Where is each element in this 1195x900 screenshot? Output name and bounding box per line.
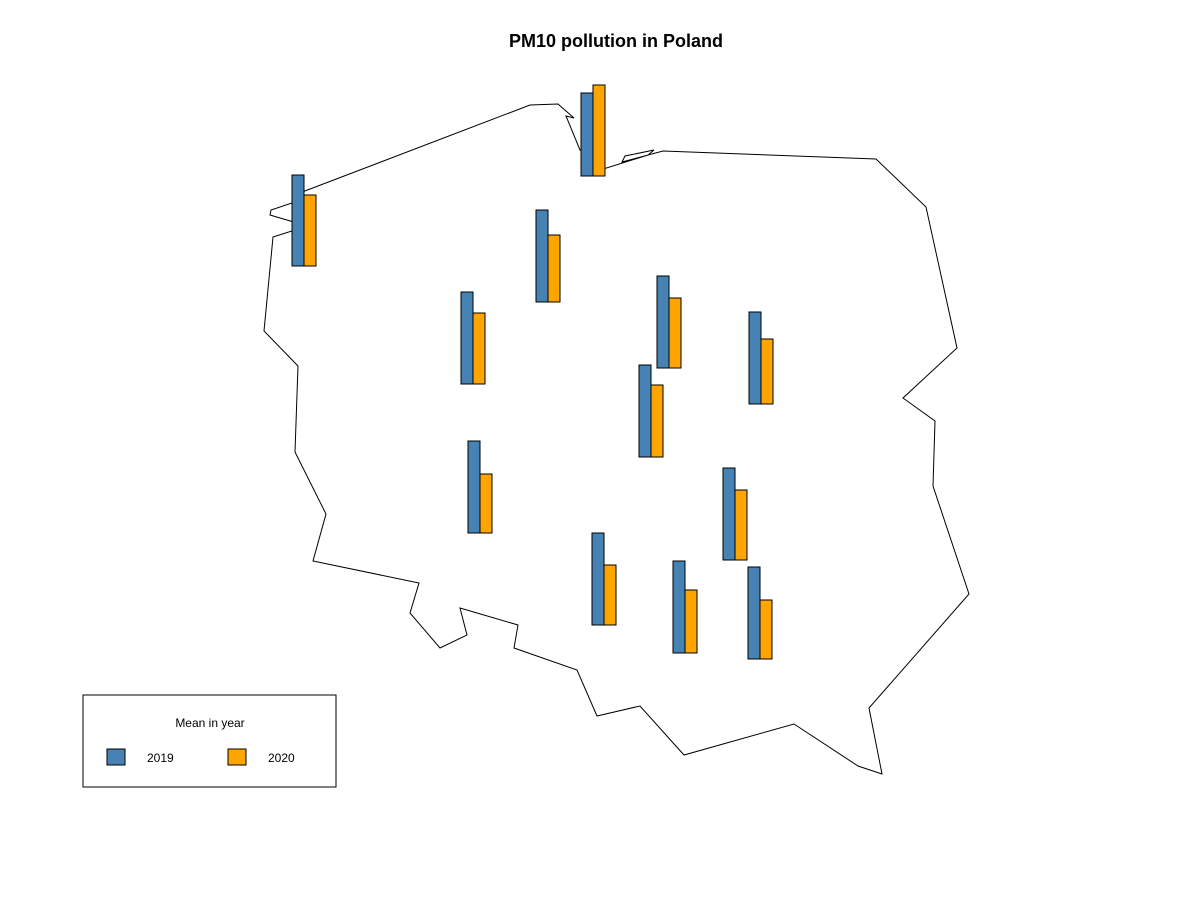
legend-label-2020: 2020	[268, 751, 295, 765]
legend-title: Mean in year	[175, 716, 244, 730]
legend: Mean in year 2019 2020	[82, 694, 337, 788]
bar-2020	[684, 589, 698, 654]
bar-group	[722, 467, 748, 561]
bar-2019	[638, 364, 652, 458]
bar-group	[291, 174, 317, 267]
legend-label-2019: 2019	[147, 751, 174, 765]
bar-group	[672, 560, 698, 654]
bar-group	[591, 532, 617, 626]
poland-outline	[263, 103, 970, 775]
legend-swatch-2020	[227, 748, 247, 766]
bar-2020	[668, 297, 682, 369]
bar-2019	[467, 440, 481, 534]
bar-2020	[303, 194, 317, 267]
bar-2020	[479, 473, 493, 534]
bar-2019	[460, 291, 474, 385]
bar-2019	[672, 560, 686, 654]
bar-2020	[759, 599, 773, 660]
bar-2019	[291, 174, 305, 267]
bar-2019	[748, 311, 762, 405]
bar-groups	[291, 84, 774, 660]
bar-group	[747, 566, 773, 660]
bar-group	[748, 311, 774, 405]
bar-2020	[472, 312, 486, 385]
bar-2019	[656, 275, 670, 369]
bar-group	[460, 291, 486, 385]
chart-title: PM10 pollution in Poland	[509, 31, 723, 51]
bar-2020	[650, 384, 664, 458]
bar-group	[638, 364, 664, 458]
bar-2019	[747, 566, 761, 660]
bar-2020	[603, 564, 617, 626]
bar-2019	[591, 532, 605, 626]
legend-swatch-2019	[106, 748, 126, 766]
bar-group	[656, 275, 682, 369]
legend-box	[82, 694, 337, 788]
bar-2019	[535, 209, 549, 303]
bar-2020	[547, 234, 561, 303]
bar-group	[580, 84, 606, 177]
bar-group	[467, 440, 493, 534]
bar-2020	[734, 489, 748, 561]
bar-2020	[592, 84, 606, 177]
bar-2019	[722, 467, 736, 561]
bar-2019	[580, 92, 594, 177]
bar-2020	[760, 338, 774, 405]
bar-group	[535, 209, 561, 303]
